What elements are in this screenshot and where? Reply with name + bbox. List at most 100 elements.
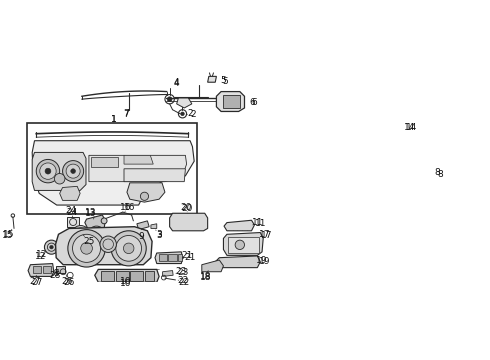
Polygon shape bbox=[95, 269, 159, 282]
Text: 22: 22 bbox=[179, 278, 190, 287]
Bar bbox=[33, 266, 41, 274]
Polygon shape bbox=[55, 227, 152, 265]
Text: 15: 15 bbox=[3, 230, 15, 239]
Text: 10: 10 bbox=[120, 279, 131, 288]
Polygon shape bbox=[32, 141, 194, 205]
Circle shape bbox=[54, 174, 65, 184]
Text: 4: 4 bbox=[174, 79, 179, 88]
Text: 24: 24 bbox=[66, 206, 77, 215]
Circle shape bbox=[45, 240, 58, 254]
Text: 1: 1 bbox=[111, 115, 117, 124]
Text: 25: 25 bbox=[83, 237, 95, 246]
Polygon shape bbox=[91, 157, 118, 167]
Circle shape bbox=[71, 169, 75, 174]
Text: 1: 1 bbox=[111, 115, 117, 124]
Polygon shape bbox=[224, 220, 254, 231]
Polygon shape bbox=[223, 233, 263, 255]
Text: 20: 20 bbox=[181, 204, 193, 213]
Bar bbox=[145, 271, 154, 281]
Circle shape bbox=[73, 234, 100, 262]
Circle shape bbox=[49, 246, 53, 249]
Polygon shape bbox=[163, 271, 173, 276]
Text: 4: 4 bbox=[174, 78, 179, 87]
Text: 28: 28 bbox=[49, 271, 61, 280]
Text: 19: 19 bbox=[256, 256, 268, 265]
Text: 21: 21 bbox=[181, 251, 193, 260]
Circle shape bbox=[63, 161, 84, 182]
Polygon shape bbox=[202, 260, 223, 272]
Text: 27: 27 bbox=[29, 276, 41, 285]
Bar bbox=[130, 271, 143, 281]
Text: 2: 2 bbox=[187, 109, 193, 118]
Circle shape bbox=[45, 168, 51, 174]
Text: 22: 22 bbox=[177, 276, 188, 285]
Text: 13: 13 bbox=[85, 209, 97, 218]
Polygon shape bbox=[217, 91, 245, 112]
Text: 5: 5 bbox=[220, 76, 226, 85]
Circle shape bbox=[81, 243, 93, 254]
Text: 18: 18 bbox=[200, 272, 212, 281]
Text: 19: 19 bbox=[259, 257, 270, 266]
Text: 16: 16 bbox=[124, 203, 136, 212]
Circle shape bbox=[111, 231, 146, 266]
Circle shape bbox=[167, 97, 172, 102]
Text: 23: 23 bbox=[175, 267, 187, 276]
Text: 14: 14 bbox=[406, 123, 417, 132]
Text: 27: 27 bbox=[32, 278, 43, 287]
Polygon shape bbox=[127, 183, 165, 202]
Text: 6: 6 bbox=[250, 98, 256, 107]
Circle shape bbox=[36, 159, 60, 183]
Polygon shape bbox=[177, 98, 192, 108]
Text: 10: 10 bbox=[120, 276, 131, 285]
Text: 17: 17 bbox=[261, 231, 272, 240]
Bar bbox=[223, 95, 240, 108]
Polygon shape bbox=[85, 215, 105, 229]
Text: 14: 14 bbox=[404, 123, 415, 132]
Text: 17: 17 bbox=[259, 230, 270, 239]
Text: 8: 8 bbox=[435, 168, 441, 177]
Text: 11: 11 bbox=[251, 218, 263, 227]
Polygon shape bbox=[60, 186, 80, 201]
Circle shape bbox=[123, 243, 134, 253]
Text: 20: 20 bbox=[180, 203, 192, 212]
Polygon shape bbox=[137, 221, 149, 230]
Bar bbox=[169, 254, 177, 261]
Text: 12: 12 bbox=[35, 252, 47, 261]
Ellipse shape bbox=[74, 225, 88, 236]
Text: 7: 7 bbox=[123, 111, 129, 120]
Polygon shape bbox=[429, 143, 447, 159]
Circle shape bbox=[116, 235, 142, 261]
Circle shape bbox=[40, 163, 56, 179]
Circle shape bbox=[235, 240, 245, 249]
Polygon shape bbox=[124, 155, 153, 164]
Bar bbox=[55, 266, 65, 273]
Ellipse shape bbox=[90, 226, 103, 235]
Text: 15: 15 bbox=[2, 231, 14, 240]
Circle shape bbox=[140, 192, 148, 201]
Text: 7: 7 bbox=[123, 109, 129, 118]
Bar bbox=[158, 254, 167, 261]
Text: 26: 26 bbox=[62, 276, 73, 285]
Bar bbox=[116, 271, 129, 281]
Bar bbox=[43, 266, 51, 274]
Text: 23: 23 bbox=[177, 269, 189, 278]
Text: 3: 3 bbox=[156, 231, 162, 240]
Text: 21: 21 bbox=[184, 253, 196, 262]
Text: 9: 9 bbox=[139, 232, 145, 241]
Circle shape bbox=[101, 218, 107, 224]
Polygon shape bbox=[155, 252, 182, 264]
Bar bbox=[101, 271, 114, 281]
Bar bbox=[67, 217, 79, 227]
Circle shape bbox=[66, 164, 80, 178]
Polygon shape bbox=[124, 169, 185, 182]
Text: 5: 5 bbox=[222, 77, 228, 86]
Circle shape bbox=[181, 112, 184, 116]
Polygon shape bbox=[89, 155, 187, 182]
Polygon shape bbox=[28, 264, 54, 276]
Text: 2: 2 bbox=[190, 111, 196, 120]
Circle shape bbox=[100, 236, 117, 252]
Text: 6: 6 bbox=[251, 98, 257, 107]
Polygon shape bbox=[151, 224, 157, 229]
Circle shape bbox=[68, 230, 105, 267]
Bar bbox=[178, 254, 182, 261]
